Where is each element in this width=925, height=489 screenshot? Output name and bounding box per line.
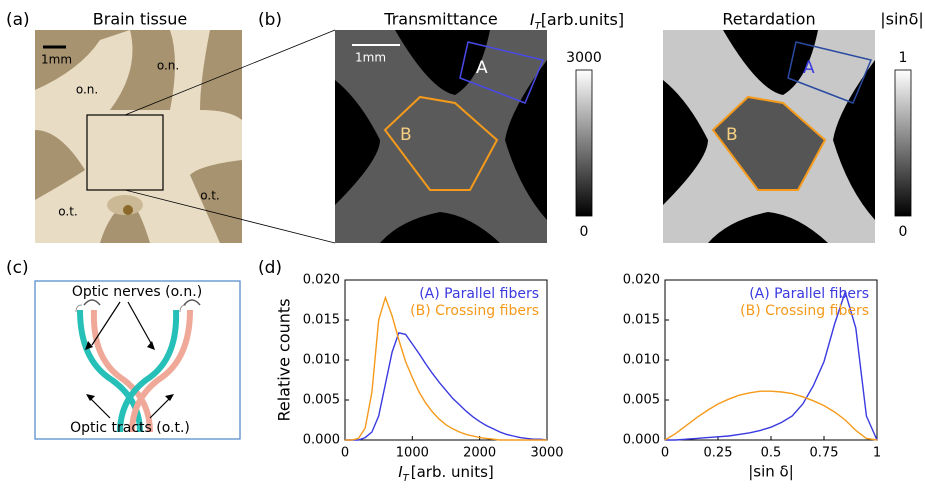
- y-tick-label: 0.010: [623, 353, 660, 368]
- y-tick-label: 0.020: [303, 273, 340, 288]
- x-tick-label: 3000: [530, 446, 563, 461]
- diagram-label: Optic nerves (o.n.): [72, 284, 202, 300]
- legend-entry: (A) Parallel fibers: [749, 286, 869, 302]
- y-tick-label: 0.000: [623, 433, 660, 448]
- tissue-label: o.n.: [76, 83, 98, 97]
- region-label: B: [400, 125, 412, 145]
- panel-title: Brain tissue: [93, 10, 187, 29]
- x-axis-label: IT [arb. units]: [398, 463, 494, 484]
- panel-title: Transmittance: [383, 10, 497, 29]
- colorbar-label: IT[arb.units]: [530, 10, 624, 32]
- colorbar-max: 3000: [566, 50, 602, 66]
- data-line: [345, 295, 547, 441]
- optic-diagram: Optic nerves (o.n.) Optic tracts (o.t.): [34, 280, 241, 440]
- symbol: I: [398, 463, 403, 481]
- panel-label: (a): [6, 10, 30, 30]
- legend-entry: (A) Parallel fibers: [419, 286, 539, 302]
- x-tick-label: 0.5: [761, 446, 782, 461]
- scale-bar-label: 1mm: [41, 53, 72, 67]
- y-axis-label: Relative counts: [275, 298, 294, 421]
- y-tick-label: 0.015: [623, 313, 660, 328]
- colorbar-min: 0: [899, 224, 908, 240]
- x-tick-label: 0: [661, 446, 669, 461]
- colorbar: [894, 69, 912, 217]
- tissue-photo: 1mm o.n. o.n. o.t. o.t.: [35, 30, 242, 243]
- transmittance-image: 1mm A B: [335, 30, 547, 243]
- x-tick-label: 0.75: [810, 446, 839, 461]
- region-label: A: [476, 58, 488, 78]
- tissue-label: o.t.: [200, 189, 219, 203]
- unit: [arb.units]: [541, 10, 624, 29]
- data-line: [665, 289, 878, 441]
- x-tick-label: 1: [873, 446, 881, 461]
- scale-bar-label: 1mm: [355, 51, 386, 65]
- unit: [arb. units]: [411, 463, 494, 481]
- panel-label: (d): [258, 258, 282, 278]
- colorbar-min: 0: [580, 224, 589, 240]
- x-tick-label: 0: [341, 446, 349, 461]
- data-line: [345, 331, 548, 441]
- x-tick-label: 1000: [396, 446, 429, 461]
- y-tick-label: 0.010: [303, 353, 340, 368]
- diagram-label: Optic tracts (o.t.): [70, 420, 190, 436]
- subscript: T: [403, 473, 410, 484]
- colorbar-label: |sinδ|: [880, 10, 924, 29]
- panel-label: (b): [258, 10, 282, 30]
- colorbar: [575, 69, 593, 217]
- tissue-label: o.n.: [157, 59, 179, 73]
- tissue-label: o.t.: [58, 205, 77, 219]
- x-tick-label: 0.25: [704, 446, 733, 461]
- panel-label: (c): [6, 258, 29, 278]
- x-tick-label: 2000: [463, 446, 496, 461]
- symbol: I: [530, 10, 535, 29]
- legend-entry: (B) Crossing fibers: [740, 303, 869, 319]
- y-tick-label: 0.020: [623, 273, 660, 288]
- y-tick-label: 0.015: [303, 313, 340, 328]
- data-line: [664, 390, 878, 441]
- y-tick-label: 0.005: [303, 393, 340, 408]
- region-label: A: [803, 58, 815, 78]
- y-tick-label: 0.000: [303, 433, 340, 448]
- subscript: T: [535, 21, 542, 32]
- x-axis-label: |sin δ|: [748, 463, 794, 481]
- region-label: B: [726, 125, 738, 145]
- panel-title: Retardation: [722, 10, 815, 29]
- retardation-image: A B: [663, 30, 875, 243]
- colorbar-max: 1: [899, 50, 908, 66]
- y-tick-label: 0.005: [623, 393, 660, 408]
- legend-entry: (B) Crossing fibers: [410, 303, 539, 319]
